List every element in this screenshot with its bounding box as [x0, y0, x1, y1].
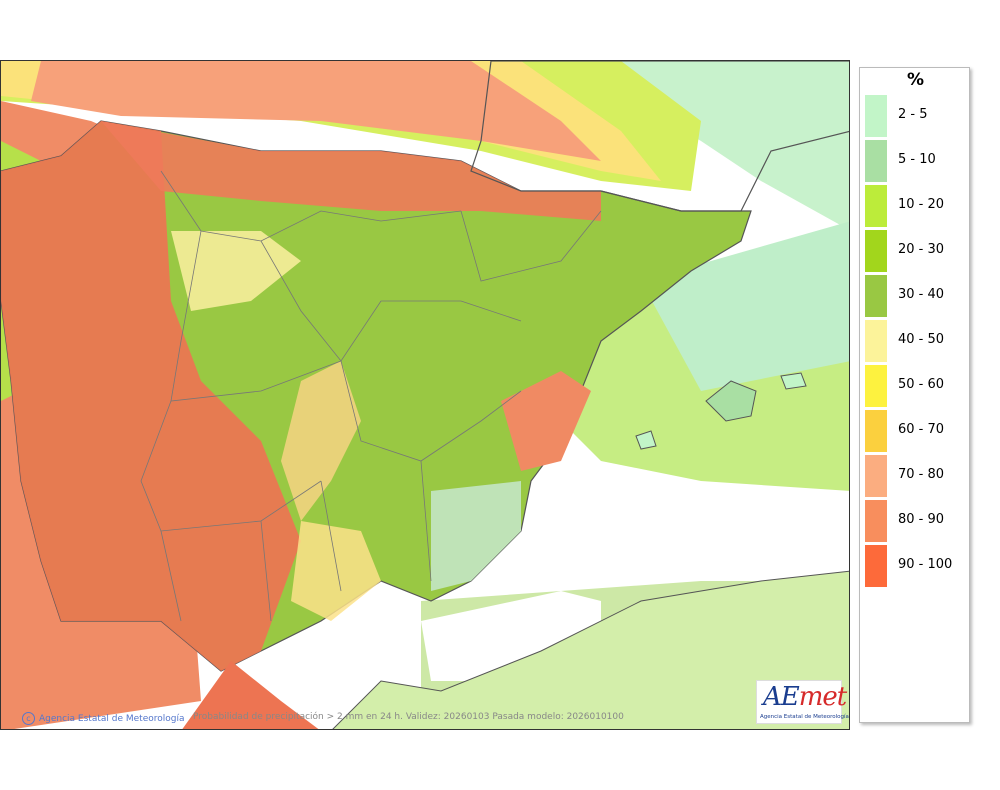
- legend-item: 40 - 50: [864, 320, 969, 362]
- legend-label: 90 - 100: [898, 557, 953, 572]
- legend-swatch: [865, 95, 887, 137]
- legend-item: 10 - 20: [864, 185, 969, 227]
- legend-swatch: [865, 455, 887, 497]
- menorca: [780, 372, 807, 390]
- sea-band-light: [1, 61, 849, 230]
- map-canvas: [1, 61, 849, 729]
- legend-swatch: [865, 410, 887, 452]
- province-boundaries: [140, 170, 602, 622]
- legend-item: 80 - 90: [864, 500, 969, 542]
- legend-label: 80 - 90: [898, 512, 945, 527]
- credit-text: Agencia Estatal de Meteorología: [39, 714, 185, 724]
- precipitation-probability-map: [0, 60, 850, 730]
- legend-swatch: [865, 275, 887, 317]
- yellow-zone-2: [281, 361, 361, 521]
- western-high-zone: [1, 121, 301, 671]
- med-clear-area: [561, 491, 849, 581]
- legend-item: 20 - 30: [864, 230, 969, 272]
- sea-band-orange: [31, 61, 601, 161]
- legend-label: 60 - 70: [898, 422, 945, 437]
- legend-label: 30 - 40: [898, 287, 945, 302]
- southeast-low-zone: [431, 481, 521, 591]
- valencia-high-zone: [501, 371, 591, 471]
- map-caption: Probabilidad de precipitación > 2 mm en …: [193, 712, 624, 722]
- northern-high-zone: [101, 121, 601, 221]
- logo-wordmark: AEmet: [763, 682, 847, 712]
- legend-item: 90 - 100: [864, 545, 969, 587]
- copyright-icon: c: [22, 712, 35, 725]
- logo-subtitle: Agencia Estatal de Meteorología: [760, 714, 849, 720]
- legend-item: 50 - 60: [864, 365, 969, 407]
- legend-swatch: [865, 140, 887, 182]
- legend-label: 2 - 5: [898, 107, 928, 122]
- france-coastline: [470, 61, 849, 212]
- legend: % 2 - 5 5 - 10 10 - 20 20 - 30 30 - 40 40 - 5…: [859, 67, 970, 723]
- legend-item: 30 - 40: [864, 275, 969, 317]
- legend-item: 2 - 5: [864, 95, 969, 137]
- yellow-zone-3: [291, 521, 381, 621]
- yellow-zone-1: [171, 231, 301, 311]
- legend-label: 20 - 30: [898, 242, 945, 257]
- legend-label: 40 - 50: [898, 332, 945, 347]
- legend-item: 5 - 10: [864, 140, 969, 182]
- legend-swatch: [865, 230, 887, 272]
- legend-label: 10 - 20: [898, 197, 945, 212]
- africa-coast: [332, 570, 849, 729]
- legend-swatch: [865, 185, 887, 227]
- mallorca: [705, 380, 757, 422]
- legend-unit: %: [906, 70, 925, 90]
- legend-label: 70 - 80: [898, 467, 945, 482]
- legend-label: 5 - 10: [898, 152, 936, 167]
- legend-swatch: [865, 545, 887, 587]
- med-band-light: [641, 221, 849, 391]
- legend-swatch: [865, 320, 887, 362]
- ibiza: [635, 430, 657, 450]
- legend-item: 60 - 70: [864, 410, 969, 452]
- legend-label: 50 - 60: [898, 377, 945, 392]
- credit-line: c Agencia Estatal de Meteorología: [22, 712, 185, 725]
- legend-swatch: [865, 365, 887, 407]
- legend-item: 70 - 80: [864, 455, 969, 497]
- aemet-logo: AEmet Agencia Estatal de Meteorología: [756, 680, 849, 724]
- legend-swatch: [865, 500, 887, 542]
- africa-northwest: [182, 661, 319, 729]
